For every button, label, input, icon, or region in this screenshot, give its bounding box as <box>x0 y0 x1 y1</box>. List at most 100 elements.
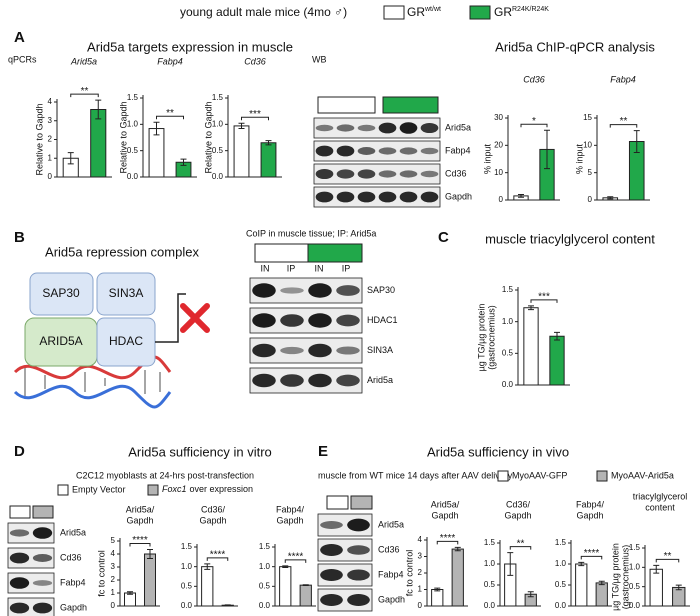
y-tick-label: 0.0 <box>555 601 567 610</box>
group-box <box>326 495 349 510</box>
y-tick-label: 0.0 <box>212 172 224 181</box>
blot-band <box>32 580 53 586</box>
blot-label: SIN3A <box>367 345 393 355</box>
y-tick-label: 0 <box>111 601 116 610</box>
panel-letter: D <box>14 443 25 460</box>
blot-band <box>399 191 418 203</box>
legend-swatch <box>383 5 405 20</box>
y-tick-label: 1.0 <box>259 562 271 571</box>
blot-band <box>336 124 355 132</box>
y-tick-label: 4 <box>111 549 116 558</box>
significance-label: **** <box>132 535 148 546</box>
y-tick-label: 1.5 <box>181 542 193 551</box>
blot-band <box>32 554 53 562</box>
y-tick-label: 3 <box>111 562 116 571</box>
bar <box>431 589 444 607</box>
repression-mark <box>180 303 210 333</box>
error-bar <box>302 584 309 587</box>
blot-band <box>252 343 276 358</box>
chart-title: Cd36/ <box>506 499 531 509</box>
y-tick-label: 0.5 <box>555 580 567 589</box>
blot-label: Cd36 <box>445 168 467 178</box>
y-tick-label: 0 <box>418 601 423 610</box>
coip-title: CoIP in muscle tissue; IP: Arid5a <box>246 228 376 238</box>
error-bar <box>434 587 441 592</box>
error-bar <box>204 563 211 570</box>
chart-title: Gapdh <box>276 515 303 525</box>
group-box <box>32 505 54 519</box>
error-bar <box>224 604 231 607</box>
legend-entry: Foxc1 over expression <box>162 484 253 494</box>
legend-swatch <box>469 5 491 20</box>
blot-band <box>336 285 360 296</box>
y-axis-label: % input <box>574 143 584 174</box>
blot-band <box>315 145 334 157</box>
blot-band <box>357 124 376 132</box>
panel-title: Arid5a targets expression in muscle <box>87 39 293 54</box>
blot-band <box>378 191 397 203</box>
blot-label: SAP30 <box>367 285 395 295</box>
blot-band <box>420 191 439 203</box>
chart-title: Gapdh <box>126 515 153 525</box>
blot-band <box>336 191 355 203</box>
y-tick-label: 20 <box>494 140 503 149</box>
blot-band <box>399 147 418 155</box>
y-axis-label: fc to control <box>96 550 106 597</box>
y-tick-label: 0.0 <box>484 601 496 610</box>
error-bar <box>578 561 585 567</box>
blot-band <box>399 122 418 134</box>
significance-bracket <box>520 123 548 128</box>
significance-label: **** <box>440 533 456 544</box>
protein-label: SAP30 <box>42 286 80 300</box>
chart-title: Arid5a <box>70 56 97 66</box>
blot-band <box>9 602 30 614</box>
y-tick-label: 1.0 <box>212 119 224 128</box>
bar <box>451 548 464 607</box>
blot-label: Arid5a <box>367 375 393 385</box>
blot-band <box>32 602 53 614</box>
wb-label: WB <box>312 54 327 64</box>
blot-row <box>313 163 441 185</box>
bar <box>299 584 312 607</box>
panel-letter: B <box>14 229 25 246</box>
chart-title: Fabp4/ <box>276 504 305 514</box>
significance-label: *** <box>538 291 550 302</box>
legend-swatch <box>497 470 509 482</box>
blot-band <box>357 169 376 179</box>
blot-band <box>315 168 334 180</box>
y-tick-label: 0.5 <box>484 580 496 589</box>
y-tick-label: 4 <box>418 535 423 544</box>
blot-label: Arid5a <box>445 122 471 132</box>
y-tick-label: 1.0 <box>127 119 139 128</box>
significance-label: *** <box>249 109 261 120</box>
y-tick-label: 0.5 <box>181 581 193 590</box>
blot-label: Fabp4 <box>60 577 86 587</box>
blot-band <box>280 287 304 294</box>
error-bar <box>282 565 289 568</box>
y-tick-label: 1.0 <box>502 317 514 326</box>
bar <box>148 128 165 178</box>
blot-band <box>378 122 397 134</box>
significance-bracket <box>241 116 269 121</box>
blot-band <box>420 147 439 155</box>
significance-bracket <box>609 124 638 128</box>
blot-band <box>308 343 332 358</box>
bar <box>595 582 608 607</box>
y-axis-label: µg TG/µg protein <box>476 304 486 372</box>
error-bar <box>633 130 640 153</box>
y-tick-label: 0.0 <box>629 601 641 610</box>
bar <box>201 566 214 607</box>
blot-band <box>420 170 439 178</box>
error-bar <box>527 591 534 598</box>
y-tick-label: 2 <box>48 135 53 144</box>
lane-label: IN <box>315 263 324 273</box>
dna-rungs <box>24 368 161 396</box>
blot-band <box>336 314 360 327</box>
legend-gene: Foxc1 <box>162 484 187 494</box>
protein-label: HDAC <box>109 334 143 348</box>
y-axis-label: (gastrocnemius) <box>486 305 496 370</box>
significance-bracket <box>284 559 307 563</box>
legend-swatch <box>147 484 159 496</box>
chart-title: Cd36/ <box>201 504 226 514</box>
blot-band <box>315 124 334 132</box>
